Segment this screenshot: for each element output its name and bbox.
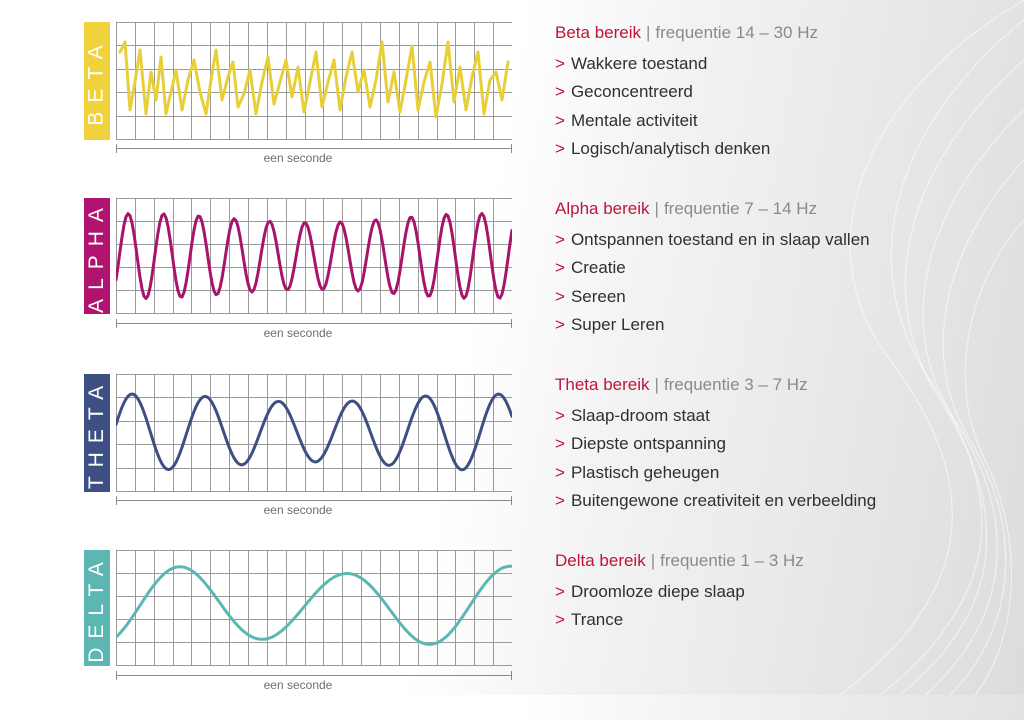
band-theta: THETA een seconde Theta bereik | frequenti… — [0, 374, 1024, 544]
separator: | — [646, 23, 651, 42]
wave-chart-alpha — [116, 198, 512, 314]
list-item: > Wakkere toestand — [555, 54, 708, 73]
chevron-right-icon: > — [555, 490, 565, 510]
list-item: > Ontspannen toestand en in slaap vallen — [555, 230, 870, 249]
chevron-right-icon: > — [555, 54, 565, 73]
frequency: frequentie 3 – 7 Hz — [663, 375, 808, 394]
separator: | — [650, 551, 656, 570]
characteristics-list: > Ontspannen toestand en in slaap vallen … — [555, 226, 1015, 339]
list-item: > Plastisch geheugen — [555, 462, 720, 482]
chevron-right-icon: > — [555, 110, 565, 130]
list-item: > Geconcentreerd — [555, 82, 693, 102]
list-item: > Sereen — [555, 286, 626, 306]
brainwave-line — [118, 40, 510, 119]
band-label-text: ALPHA — [85, 199, 108, 313]
description-alpha: Alpha bereik | frequentie 7 – 14 Hz > Ontsp… — [555, 198, 1015, 339]
band-label-text: BETA — [85, 36, 109, 126]
chevron-right-icon: > — [555, 230, 565, 249]
brainwave-line — [116, 212, 512, 300]
separator: | — [654, 199, 659, 218]
range-name: Delta bereik — [555, 551, 646, 570]
band-beta: BETA een seconde Beta bereik | frequentie … — [0, 22, 1024, 192]
chevron-right-icon: > — [555, 138, 565, 158]
list-item: > Diepste ontspanning — [555, 434, 726, 454]
background-swirl — [0, 0, 1024, 695]
list-item: > Super Leren — [555, 314, 665, 334]
range-name: Beta bereik — [555, 23, 641, 42]
chevron-right-icon: > — [555, 82, 565, 102]
band-alpha: ALPHA een seconde Alpha bereik | frequenti… — [0, 198, 1024, 368]
scale-caption: een seconde — [263, 503, 333, 517]
list-item: > Logisch/analytisch denken — [555, 138, 771, 158]
characteristics-list: > Wakkere toestand > Geconcentreerd > Menta… — [555, 50, 1015, 163]
chevron-right-icon: > — [555, 434, 565, 454]
band-label-beta: BETA — [84, 22, 110, 140]
time-scale — [116, 144, 512, 154]
band-delta: DELTA een seconde Delta bereik | frequenti… — [0, 550, 1024, 720]
brainwave-line — [116, 392, 512, 472]
wave-chart-beta — [116, 22, 512, 140]
chart-grid — [116, 374, 512, 492]
description-delta: Delta bereik | frequentie 1 – 3 Hz > Drooml… — [555, 550, 1015, 635]
characteristics-list: > Droomloze diepe slaap > Trance — [555, 578, 1015, 635]
wave-chart-delta — [116, 550, 512, 666]
time-scale — [116, 671, 512, 681]
separator: | — [654, 375, 659, 394]
chevron-right-icon: > — [555, 406, 565, 425]
frequency: frequentie 14 – 30 Hz — [655, 23, 818, 42]
list-item: > Creatie — [555, 258, 626, 278]
chevron-right-icon: > — [555, 610, 565, 630]
range-name: Alpha bereik — [555, 199, 650, 218]
band-label-text: DELTA — [85, 553, 109, 663]
chevron-right-icon: > — [555, 582, 565, 601]
characteristics-list: > Slaap-droom staat > Diepste ontspanning … — [555, 402, 1015, 515]
time-scale — [116, 496, 512, 506]
chevron-right-icon: > — [555, 286, 565, 306]
band-label-theta: THETA — [84, 374, 110, 492]
scale-caption: een seconde — [263, 326, 333, 340]
list-item: > Slaap-droom staat — [555, 406, 710, 425]
chevron-right-icon: > — [555, 258, 565, 278]
band-label-delta: DELTA — [84, 550, 110, 666]
wave-chart-theta — [116, 374, 512, 492]
chart-grid — [116, 550, 512, 666]
list-item: > Buitengewone creativiteit en verbeeldin… — [555, 490, 877, 510]
chevron-right-icon: > — [555, 462, 565, 482]
scale-caption: een seconde — [263, 151, 333, 165]
list-item: > Droomloze diepe slaap — [555, 582, 745, 601]
list-item: > Trance — [555, 610, 624, 630]
band-label-alpha: ALPHA — [84, 198, 110, 314]
brainwave-line — [116, 564, 512, 646]
chevron-right-icon: > — [555, 314, 565, 334]
range-name: Theta bereik — [555, 375, 650, 394]
frequency: frequentie 7 – 14 Hz — [663, 199, 818, 218]
scale-caption: een seconde — [263, 678, 333, 692]
description-theta: Theta bereik | frequentie 3 – 7 Hz > Slaap-… — [555, 374, 1015, 515]
list-item: > Mentale activiteit — [555, 110, 698, 130]
time-scale — [116, 319, 512, 329]
frequency: frequentie 1 – 3 Hz — [660, 551, 804, 570]
description-beta: Beta bereik | frequentie 14 – 30 Hz > Wakke… — [555, 22, 1015, 163]
band-label-text: THETA — [85, 376, 108, 490]
